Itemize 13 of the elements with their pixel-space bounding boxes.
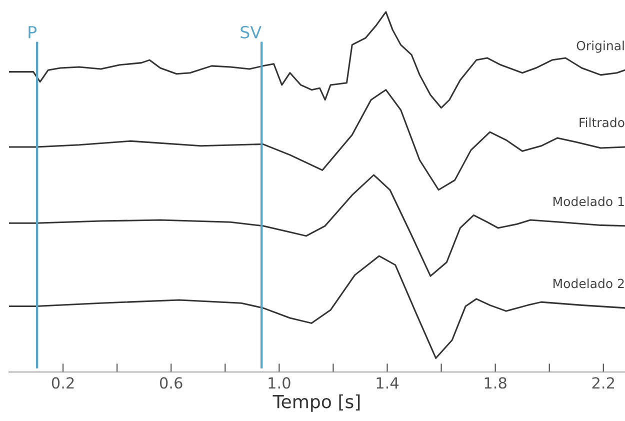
x-tick-label: 1.4 [376,377,399,388]
series-label: Modelado 2 [554,278,624,288]
x-axis-title: Tempo [s] [272,394,360,412]
ref-line-label: SV [240,26,262,38]
x-tick-label: 0.6 [160,377,182,389]
ref-line-label: P [28,26,37,38]
series-label: Filtrado [580,118,624,128]
series-label: Original [576,40,624,53]
x-tick-label: 1.0 [268,377,290,389]
x-tick-label: 2.2 [592,377,614,388]
series-label: Modelado 1 [554,196,624,206]
x-tick-label: 1.8 [484,377,506,389]
x-tick-label: 0.2 [52,377,74,389]
